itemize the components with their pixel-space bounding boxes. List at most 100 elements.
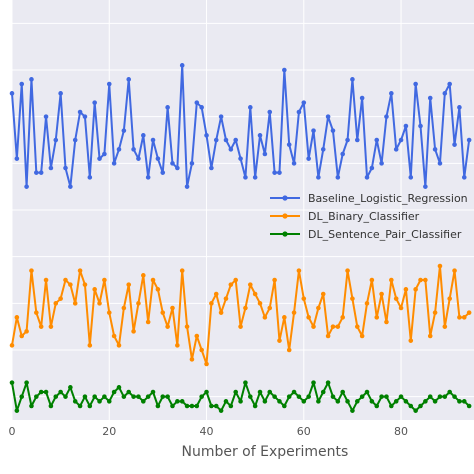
data-point bbox=[24, 329, 29, 334]
data-point bbox=[398, 305, 404, 311]
data-point bbox=[461, 175, 467, 180]
x-tick-label: 80 bbox=[394, 425, 408, 438]
data-point bbox=[359, 333, 365, 339]
data-point bbox=[82, 394, 88, 399]
data-point bbox=[369, 399, 375, 404]
data-point bbox=[116, 343, 122, 348]
data-point bbox=[423, 184, 428, 189]
data-point bbox=[379, 394, 384, 399]
data-point bbox=[277, 399, 282, 404]
data-point bbox=[408, 403, 414, 409]
data-point bbox=[350, 408, 355, 413]
data-point bbox=[452, 394, 457, 399]
data-point bbox=[136, 301, 141, 306]
data-point bbox=[418, 277, 423, 283]
data-point bbox=[141, 399, 146, 404]
data-point bbox=[184, 403, 190, 409]
data-point bbox=[277, 338, 282, 343]
data-point bbox=[9, 91, 15, 96]
data-point bbox=[364, 301, 370, 306]
data-point bbox=[340, 151, 345, 157]
data-point bbox=[427, 95, 433, 101]
data-point bbox=[364, 175, 370, 180]
x-tick-label: 20 bbox=[102, 425, 116, 438]
data-point bbox=[384, 114, 389, 119]
data-point bbox=[427, 333, 433, 339]
data-point bbox=[77, 109, 83, 115]
data-point bbox=[252, 403, 258, 409]
data-point bbox=[145, 394, 151, 399]
data-point bbox=[87, 403, 93, 409]
data-point bbox=[340, 315, 345, 320]
data-point bbox=[77, 403, 83, 409]
data-point bbox=[379, 161, 384, 166]
data-point bbox=[301, 100, 307, 105]
data-point bbox=[296, 109, 302, 115]
data-point bbox=[267, 389, 273, 395]
data-point bbox=[282, 315, 287, 320]
data-point bbox=[427, 394, 433, 399]
data-point bbox=[330, 128, 336, 133]
data-point bbox=[447, 81, 452, 87]
data-point bbox=[58, 91, 63, 96]
data-point bbox=[126, 77, 132, 82]
data-point bbox=[301, 399, 307, 404]
data-point bbox=[447, 389, 452, 395]
data-point bbox=[291, 161, 297, 166]
data-point bbox=[457, 315, 462, 320]
data-point bbox=[403, 123, 409, 129]
data-point bbox=[325, 380, 331, 385]
data-point bbox=[398, 137, 404, 143]
data-point bbox=[272, 170, 277, 175]
legend-entry: Baseline_Logistic_Regression bbox=[270, 192, 468, 205]
data-point bbox=[165, 324, 170, 329]
data-point bbox=[272, 394, 277, 399]
data-point bbox=[102, 151, 107, 157]
data-point bbox=[53, 394, 59, 399]
x-tick-label: 60 bbox=[297, 425, 311, 438]
data-point bbox=[38, 324, 44, 329]
data-point bbox=[257, 301, 263, 306]
data-point bbox=[179, 399, 185, 404]
data-point bbox=[286, 394, 292, 399]
data-point bbox=[354, 137, 360, 143]
data-point bbox=[179, 63, 185, 68]
data-point bbox=[272, 277, 277, 283]
data-point bbox=[325, 114, 331, 119]
data-point bbox=[155, 287, 161, 292]
data-point bbox=[282, 403, 287, 409]
data-point bbox=[247, 282, 253, 287]
data-point bbox=[150, 277, 156, 283]
data-point bbox=[92, 100, 97, 105]
data-point bbox=[286, 142, 292, 147]
data-point bbox=[316, 175, 321, 180]
data-point bbox=[29, 403, 34, 409]
data-point bbox=[247, 105, 253, 110]
data-point bbox=[413, 81, 418, 87]
data-point bbox=[150, 389, 156, 395]
data-point bbox=[179, 268, 185, 273]
data-point bbox=[320, 147, 326, 152]
data-point bbox=[233, 137, 239, 143]
data-point bbox=[403, 287, 409, 292]
data-point bbox=[320, 389, 326, 395]
data-point bbox=[58, 296, 63, 301]
data-point bbox=[53, 301, 59, 306]
data-point bbox=[437, 263, 443, 269]
data-point bbox=[126, 282, 132, 287]
data-point bbox=[43, 277, 49, 283]
data-point bbox=[58, 389, 63, 395]
data-point bbox=[228, 147, 234, 152]
data-point bbox=[345, 137, 350, 143]
data-point bbox=[194, 403, 200, 409]
data-point bbox=[97, 399, 102, 404]
data-point bbox=[209, 165, 214, 171]
data-point bbox=[379, 291, 384, 297]
data-point bbox=[316, 305, 321, 311]
data-point bbox=[345, 268, 350, 273]
data-point bbox=[457, 399, 462, 404]
data-point bbox=[257, 389, 263, 395]
data-point bbox=[19, 81, 25, 87]
x-axis-ticks: 0 20 40 60 80 bbox=[9, 425, 409, 438]
data-point bbox=[106, 399, 112, 404]
